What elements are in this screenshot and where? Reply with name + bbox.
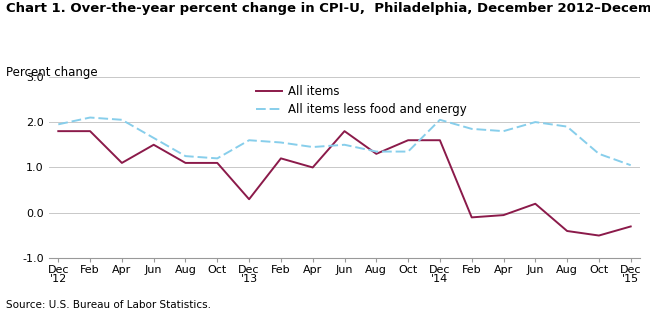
All items less food and energy [86,116,94,120]
All items less food and energy [277,141,285,144]
All items less food and energy [118,118,126,122]
All items [86,129,94,133]
All items [627,225,634,228]
All items [213,161,221,165]
All items [436,138,444,142]
All items less food and energy [372,150,380,153]
Text: Percent change: Percent change [6,66,98,79]
All items [468,215,476,219]
All items [181,161,189,165]
Line: All items: All items [58,131,630,235]
All items less food and energy [341,143,348,146]
All items less food and energy [595,152,603,156]
All items [372,152,380,156]
All items less food and energy [404,150,412,153]
All items [500,213,508,217]
All items [277,156,285,160]
All items [309,166,317,169]
Text: Chart 1. Over-the-year percent change in CPI-U,  Philadelphia, December 2012–Dec: Chart 1. Over-the-year percent change in… [6,2,650,15]
All items [150,143,157,146]
All items [404,138,412,142]
All items less food and energy [213,156,221,160]
All items less food and energy [245,138,253,142]
Text: Source: U.S. Bureau of Labor Statistics.: Source: U.S. Bureau of Labor Statistics. [6,300,211,310]
Legend: All items, All items less food and energy: All items, All items less food and energ… [254,83,469,118]
All items [245,198,253,201]
All items less food and energy [468,127,476,131]
All items less food and energy [150,136,157,140]
All items [341,129,348,133]
All items [595,233,603,237]
All items less food and energy [55,122,62,126]
All items less food and energy [309,145,317,149]
All items less food and energy [500,129,508,133]
All items less food and energy [563,125,571,129]
Line: All items less food and energy: All items less food and energy [58,118,630,165]
All items less food and energy [436,118,444,122]
All items [118,161,126,165]
All items [532,202,539,206]
All items less food and energy [181,154,189,158]
All items less food and energy [532,120,539,124]
All items [563,229,571,233]
All items [55,129,62,133]
All items less food and energy [627,163,634,167]
